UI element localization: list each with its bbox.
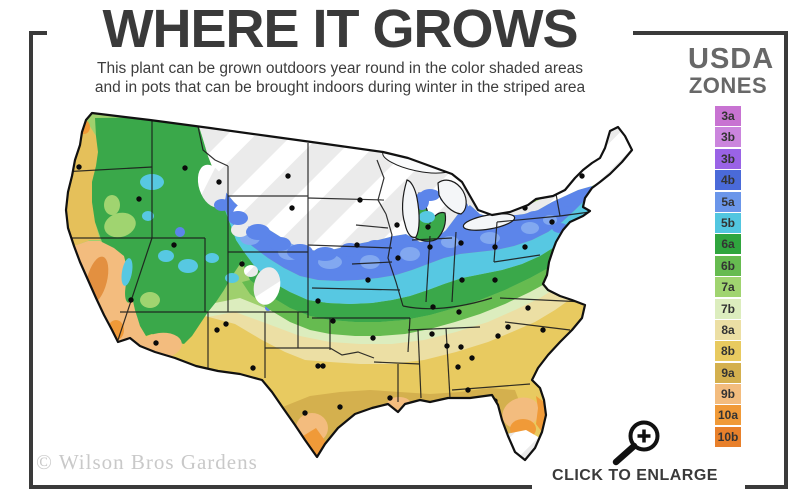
city-dot: [387, 395, 393, 401]
us-outline: [64, 111, 634, 462]
legend-zone-swatch: 3b: [715, 148, 741, 169]
city-dot: [128, 297, 134, 303]
city-dot: [289, 205, 295, 211]
city-dot: [69, 249, 75, 255]
legend-zone-swatch: 5b: [715, 212, 741, 233]
city-dot: [455, 364, 461, 370]
city-dot: [320, 363, 326, 369]
legend-zone-swatch: 5a: [715, 191, 741, 212]
city-dot: [315, 298, 321, 304]
city-dot: [430, 304, 436, 310]
usda-zones-legend: USDA ZONES 3a 3b 3b 4b 5a 5b 6a 6b 7a 7b 8a 8b 9a 9b 1…: [688, 43, 775, 448]
subtitle-line-1: This plant can be grown outdoors year ro…: [97, 60, 583, 77]
city-dot: [444, 343, 450, 349]
city-dot: [357, 197, 363, 203]
city-dot: [465, 387, 471, 393]
city-dot: [394, 222, 400, 228]
legend-heading-zones: ZONES: [688, 73, 768, 98]
click-to-enlarge-label[interactable]: CLICK TO ENLARGE: [552, 467, 718, 484]
city-dot: [216, 179, 222, 185]
frame-right: [784, 31, 788, 489]
legend-zone-swatch: 8a: [715, 319, 741, 340]
watermark: © Wilson Bros Gardens: [36, 450, 258, 474]
city-dot: [153, 340, 159, 346]
legend-zone-swatch: 3b: [715, 127, 741, 148]
city-dot: [250, 365, 256, 371]
zone-shading: [66, 113, 632, 460]
city-dot: [562, 178, 568, 184]
city-dot: [459, 277, 465, 283]
zoom-in-magnifier-icon[interactable]: [600, 416, 664, 473]
city-dot: [540, 327, 546, 333]
city-dot: [458, 344, 464, 350]
city-dot: [549, 219, 555, 225]
city-dot: [370, 335, 376, 341]
frame-left: [29, 31, 33, 489]
city-dot: [302, 410, 308, 416]
city-dot: [223, 321, 229, 327]
frame-top-right-segment: [633, 31, 788, 35]
city-dot: [337, 404, 343, 410]
legend-heading-usda: USDA: [688, 43, 775, 75]
city-dot: [425, 224, 431, 230]
city-dot: [492, 244, 498, 250]
city-dot: [315, 363, 321, 369]
legend-zone-swatch: 4b: [715, 170, 741, 191]
city-dot: [136, 196, 142, 202]
city-dot: [456, 309, 462, 315]
city-dot: [469, 355, 475, 361]
city-dot: [239, 261, 245, 267]
city-dot: [330, 318, 336, 324]
city-dot: [171, 242, 177, 248]
city-dot: [285, 173, 291, 179]
city-dot: [365, 277, 371, 283]
legend-zone-swatch: 10a: [715, 405, 741, 426]
city-dot: [492, 277, 498, 283]
city-dot: [458, 240, 464, 246]
city-dot: [76, 164, 82, 170]
legend-zone-swatch: 9b: [715, 384, 741, 405]
city-dot: [395, 255, 401, 261]
legend-zone-list: 3a 3b 3b 4b 5a 5b 6a 6b 7a 7b 8a 8b 9a 9b 10a 10b: [688, 106, 768, 447]
city-dot: [586, 255, 592, 261]
legend-zone-swatch: 3a: [715, 106, 741, 126]
legend-zone-swatch: 9a: [715, 362, 741, 383]
subtitle: This plant can be grown outdoors year ro…: [40, 59, 640, 97]
city-dot: [525, 305, 531, 311]
subtitle-line-2: and in pots that can be brought indoors …: [94, 79, 586, 96]
legend-zone-swatch: 10b: [715, 426, 741, 447]
city-dot: [491, 416, 497, 422]
city-dot: [505, 324, 511, 330]
legend-zone-swatch: 6b: [715, 255, 741, 276]
frame-bottom-left-segment: [29, 485, 532, 489]
state-borders: [66, 116, 591, 402]
legend-zone-swatch: 7b: [715, 298, 741, 319]
frame-top-left-segment: [29, 31, 47, 35]
city-dot: [354, 242, 360, 248]
legend-zone-swatch: 8b: [715, 341, 741, 362]
page-title: WHERE IT GROWS: [102, 0, 579, 59]
frame-bottom-right-segment: [745, 485, 788, 489]
city-dot: [579, 173, 585, 179]
city-dot: [495, 333, 501, 339]
city-dot: [429, 331, 435, 337]
city-dots: [69, 164, 592, 422]
legend-zone-swatch: 7a: [715, 277, 741, 298]
city-dot: [182, 165, 188, 171]
city-dot: [214, 327, 220, 333]
city-dot: [427, 244, 433, 250]
legend-zone-swatch: 6a: [715, 234, 741, 255]
city-dot: [522, 244, 528, 250]
